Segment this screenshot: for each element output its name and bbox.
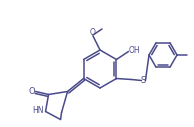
Text: O: O <box>28 86 35 96</box>
Text: O: O <box>90 28 96 37</box>
Text: S: S <box>141 76 146 85</box>
Text: HN: HN <box>32 106 43 115</box>
Text: OH: OH <box>129 46 140 55</box>
